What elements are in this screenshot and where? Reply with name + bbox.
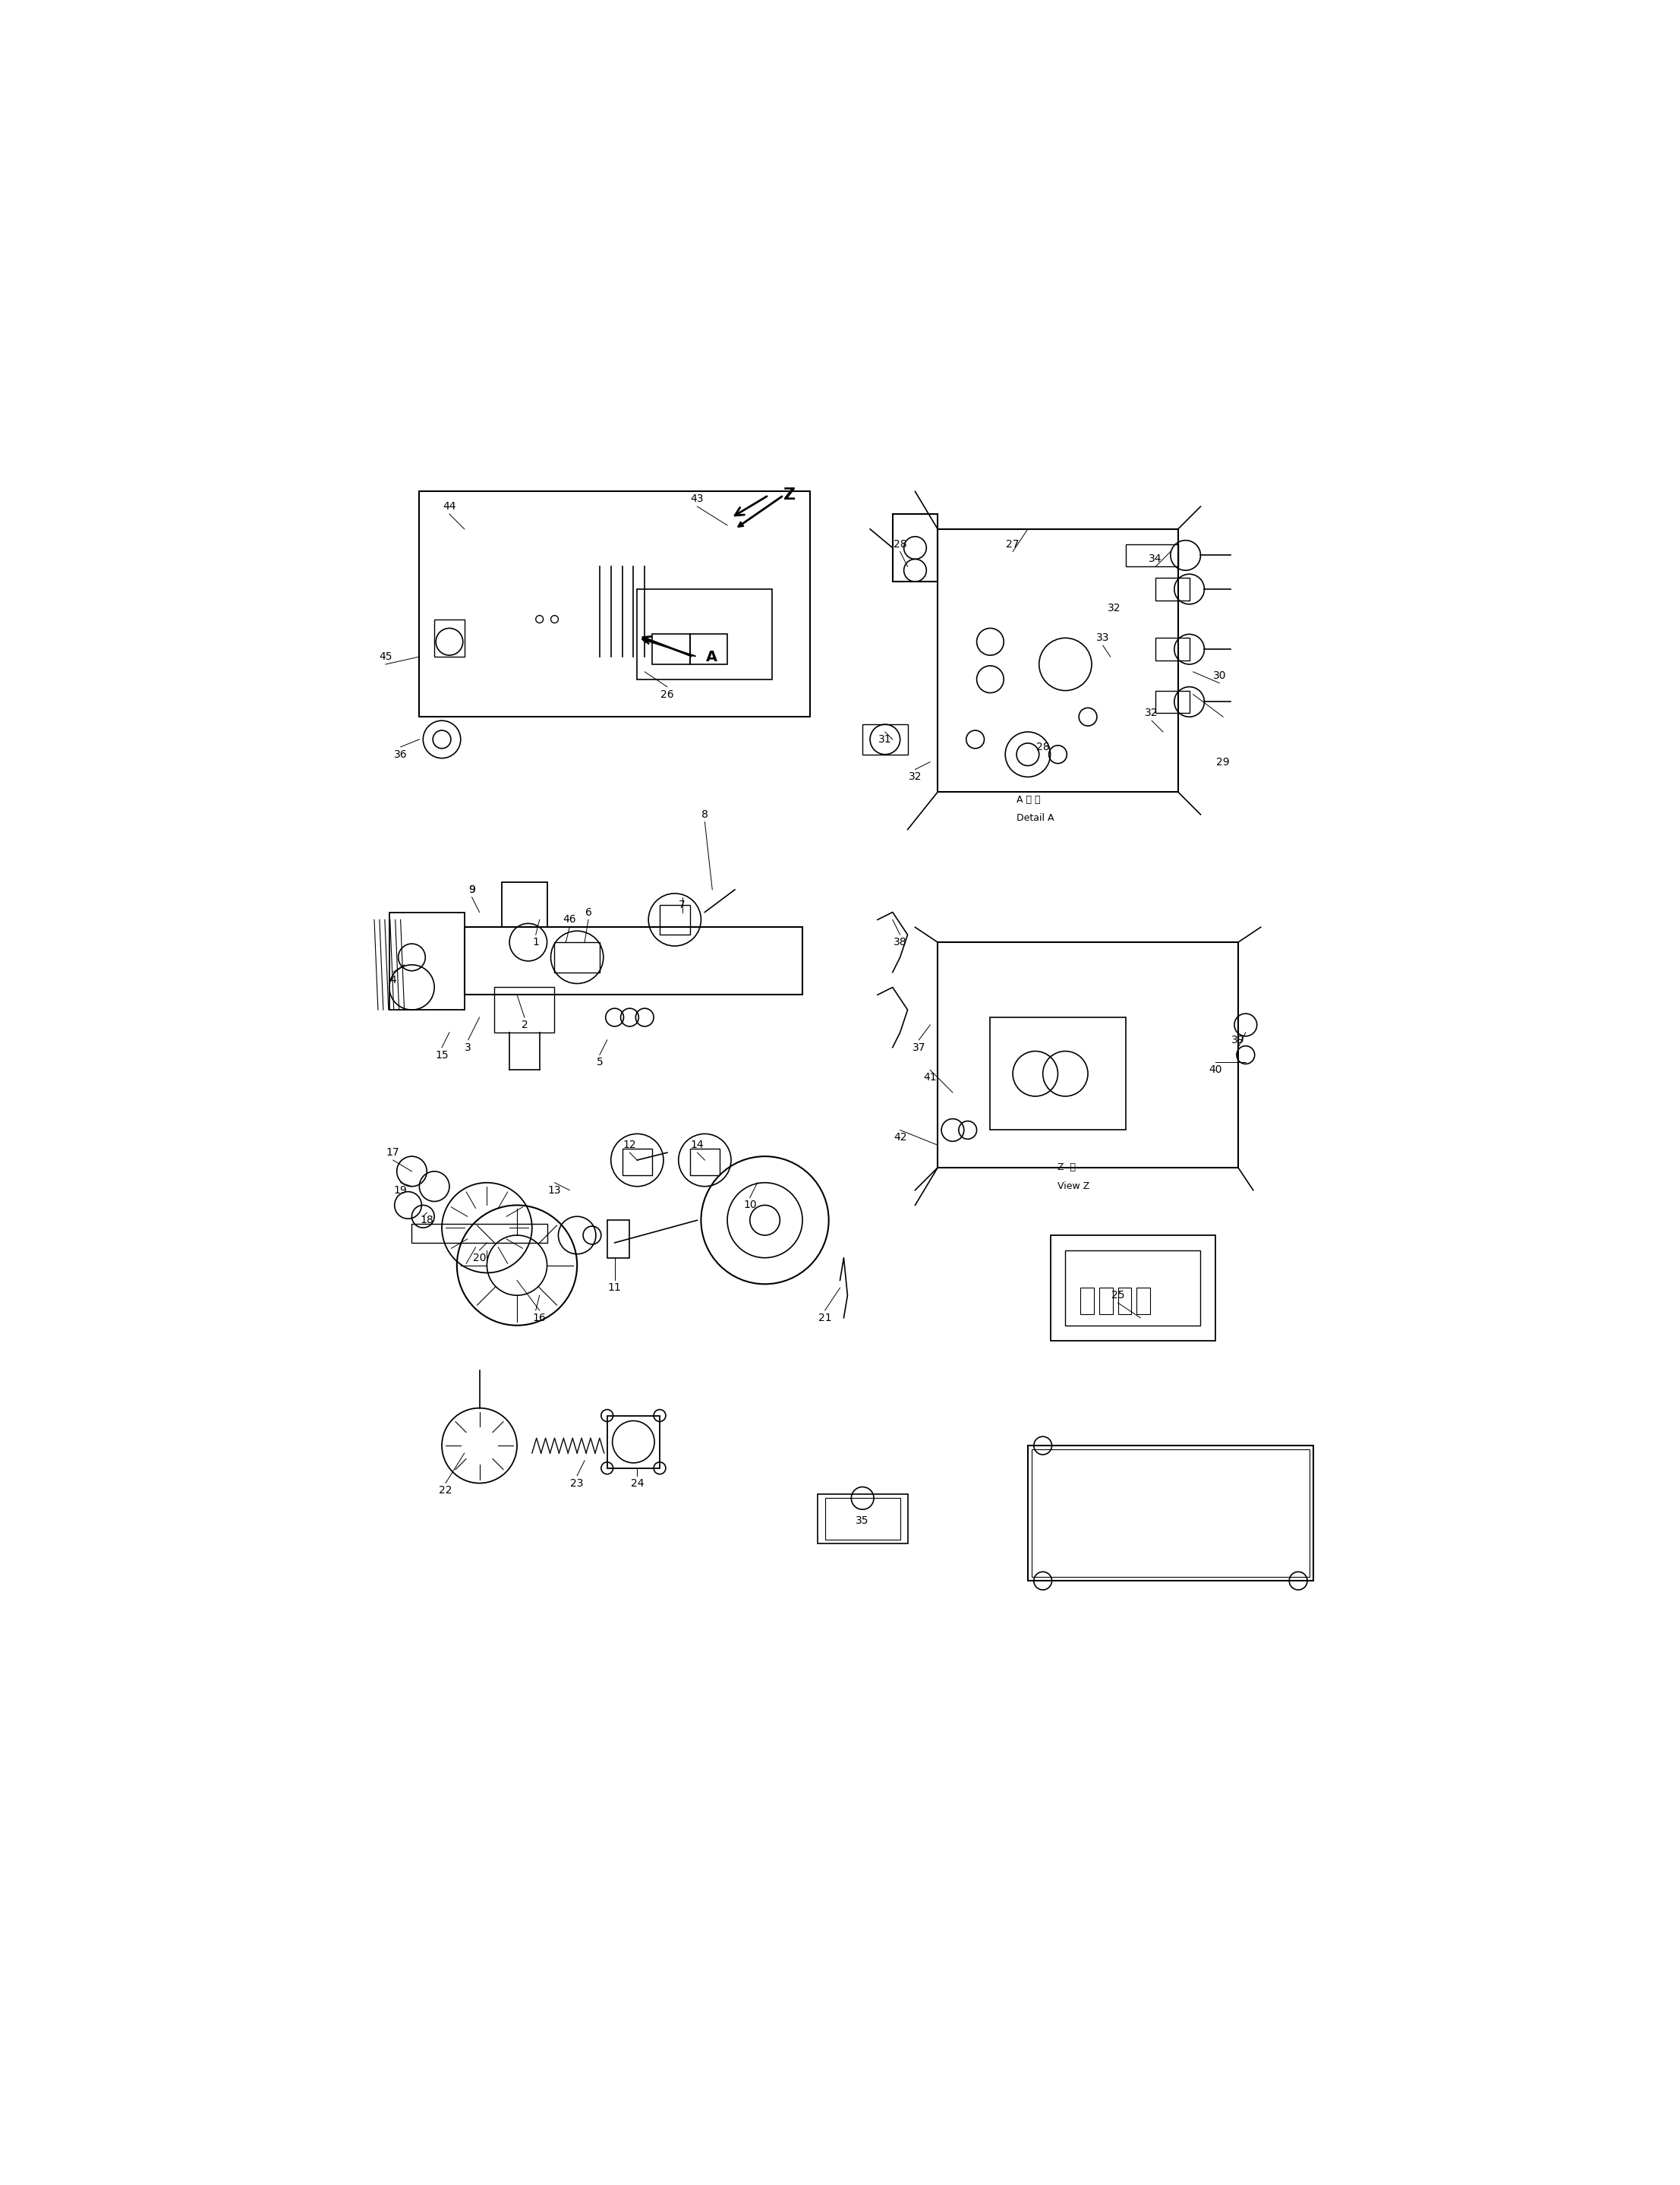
Text: 8: 8 — [702, 808, 709, 819]
Bar — [937, 942, 1238, 1167]
Bar — [606, 1219, 630, 1259]
Bar — [554, 942, 600, 972]
Bar — [862, 725, 907, 754]
Text: 29: 29 — [1216, 756, 1230, 767]
Text: 32: 32 — [1107, 603, 1121, 614]
Text: 30: 30 — [1213, 671, 1226, 682]
Text: 41: 41 — [924, 1073, 937, 1084]
Bar — [1156, 638, 1189, 660]
Text: 44: 44 — [444, 500, 455, 511]
Bar — [690, 634, 727, 664]
Bar — [660, 905, 690, 935]
Text: 32: 32 — [909, 771, 922, 782]
Text: 27: 27 — [1006, 540, 1020, 548]
Text: Z: Z — [783, 487, 796, 503]
Text: 5: 5 — [596, 1058, 603, 1068]
Text: 34: 34 — [1149, 553, 1163, 564]
Text: Detail A: Detail A — [1016, 813, 1053, 824]
Text: 21: 21 — [818, 1313, 832, 1324]
Text: 35: 35 — [855, 1516, 869, 1525]
Bar — [818, 1495, 907, 1543]
Bar — [1050, 1235, 1216, 1339]
Text: 31: 31 — [879, 734, 892, 745]
Text: 33: 33 — [1097, 634, 1109, 642]
Text: 26: 26 — [660, 688, 674, 699]
Text: 46: 46 — [563, 913, 576, 924]
Text: 11: 11 — [608, 1283, 622, 1294]
Text: 40: 40 — [1210, 1064, 1223, 1075]
Text: 7: 7 — [679, 900, 685, 909]
Bar — [1028, 1446, 1314, 1580]
Text: View Z: View Z — [1058, 1182, 1090, 1191]
Text: 25: 25 — [1110, 1289, 1124, 1300]
Text: 6: 6 — [585, 907, 591, 918]
Bar — [390, 911, 464, 1009]
Text: 2: 2 — [521, 1020, 528, 1029]
Bar — [1080, 1287, 1094, 1313]
Text: 23: 23 — [571, 1477, 583, 1488]
Bar — [1156, 577, 1189, 601]
Text: Z  視: Z 視 — [1058, 1162, 1077, 1173]
Bar — [892, 513, 937, 581]
Text: 24: 24 — [630, 1477, 643, 1488]
Text: 45: 45 — [380, 651, 391, 662]
Text: 37: 37 — [912, 1042, 926, 1053]
Text: 9: 9 — [469, 885, 475, 896]
Bar — [825, 1499, 900, 1540]
Text: 36: 36 — [393, 749, 407, 760]
Bar — [652, 634, 690, 664]
Text: 43: 43 — [690, 494, 704, 505]
Text: 1: 1 — [533, 937, 539, 948]
Text: 15: 15 — [435, 1049, 449, 1060]
Text: 42: 42 — [894, 1132, 907, 1143]
Bar — [494, 988, 554, 1031]
Text: A 詳 細: A 詳 細 — [1016, 795, 1040, 804]
Bar — [1117, 1287, 1131, 1313]
Text: 19: 19 — [393, 1184, 407, 1195]
Text: 13: 13 — [548, 1184, 561, 1195]
Bar — [1126, 544, 1178, 566]
Bar — [1032, 1449, 1309, 1578]
Text: 28: 28 — [894, 540, 907, 548]
Text: 39: 39 — [1231, 1034, 1245, 1044]
Bar — [420, 492, 810, 717]
Bar — [622, 1149, 652, 1176]
Text: 17: 17 — [386, 1147, 400, 1158]
Bar — [990, 1018, 1126, 1130]
Bar — [690, 1149, 719, 1176]
Bar — [606, 1416, 660, 1468]
Bar — [464, 926, 803, 994]
Bar — [1137, 1287, 1151, 1313]
Text: 38: 38 — [894, 937, 907, 948]
Bar — [937, 529, 1178, 791]
Text: 10: 10 — [743, 1200, 756, 1210]
Text: 22: 22 — [438, 1486, 452, 1497]
Text: 20: 20 — [472, 1252, 486, 1263]
Text: 9: 9 — [469, 885, 475, 896]
Bar — [637, 590, 773, 680]
Bar — [1065, 1250, 1201, 1326]
Text: 3: 3 — [465, 1042, 472, 1053]
Bar — [412, 1224, 548, 1243]
Text: 32: 32 — [1146, 708, 1159, 719]
Text: 4: 4 — [390, 975, 396, 985]
Text: 14: 14 — [690, 1141, 704, 1151]
Bar — [502, 883, 548, 926]
Text: 12: 12 — [623, 1141, 637, 1151]
Bar — [1099, 1287, 1112, 1313]
Text: 28: 28 — [1037, 741, 1050, 752]
Bar — [1156, 690, 1189, 712]
Bar — [435, 618, 464, 658]
Text: 18: 18 — [420, 1215, 433, 1226]
Text: A: A — [706, 649, 717, 664]
Text: 16: 16 — [533, 1313, 546, 1324]
